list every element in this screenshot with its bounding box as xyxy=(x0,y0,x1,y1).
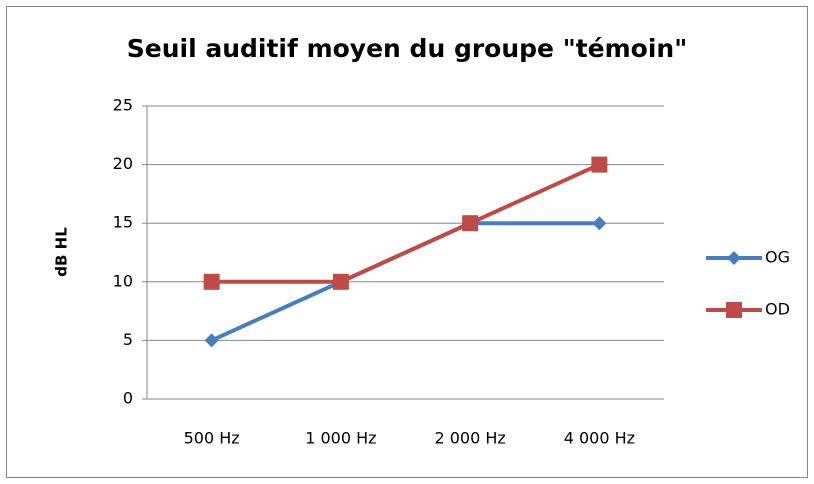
x-tick-label: 500 Hz xyxy=(184,429,240,448)
legend-marker xyxy=(727,251,741,265)
data-point xyxy=(592,216,607,231)
legend-label: OD xyxy=(765,300,790,319)
series-line xyxy=(211,162,601,284)
y-tick-label: 15 xyxy=(113,213,133,232)
legend-marker xyxy=(726,302,742,318)
data-point xyxy=(591,156,608,173)
y-tick-label: 5 xyxy=(123,330,133,349)
data-point xyxy=(332,273,349,290)
y-axis-label: dB HL xyxy=(53,227,71,277)
x-tick-label: 2 000 Hz xyxy=(434,429,505,448)
y-tick-label: 25 xyxy=(113,96,133,115)
data-point xyxy=(462,215,479,232)
legend-label: OG xyxy=(765,248,790,267)
y-tick-label: 10 xyxy=(113,271,133,290)
x-tick-label: 1 000 Hz xyxy=(305,429,376,448)
chart-title: Seuil auditif moyen du groupe "témoin" xyxy=(127,34,688,63)
y-tick-label: 20 xyxy=(113,154,133,173)
data-point xyxy=(203,273,220,290)
data-point xyxy=(204,333,219,348)
x-tick-label: 4 000 Hz xyxy=(564,429,635,448)
y-tick-label: 0 xyxy=(123,389,133,408)
